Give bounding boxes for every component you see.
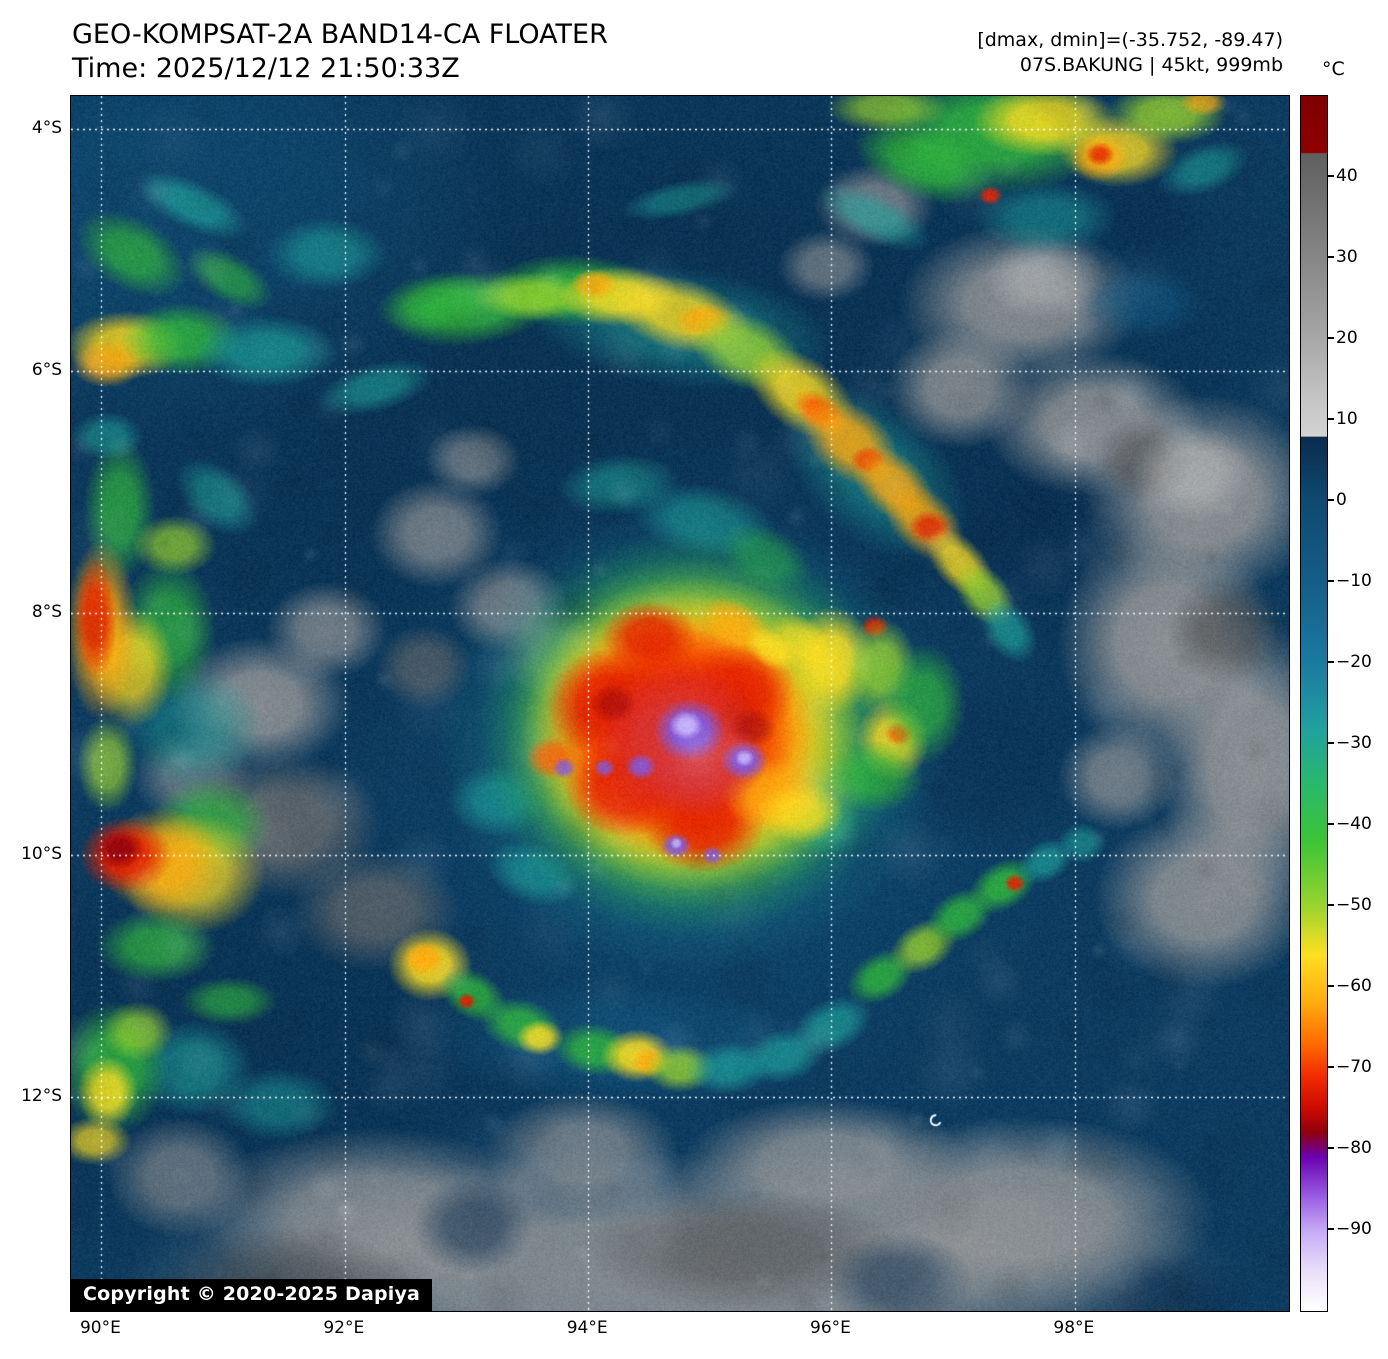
colorbar-tick-label: 40 [1336, 166, 1358, 186]
lat-tick-label: 8°S [31, 601, 62, 622]
colorbar-tick-mark [1327, 661, 1334, 663]
colorbar-tick-mark [1327, 418, 1334, 420]
timestamp: Time: 2025/12/12 21:50:33Z [72, 53, 460, 84]
colorbar-tick-mark [1327, 823, 1334, 825]
colorbar-tick-label: 0 [1336, 490, 1347, 510]
storm-readout: [dmax, dmin]=(-35.752, -89.47) 07S.BAKUN… [977, 28, 1283, 78]
colorbar-tick-label: −20 [1336, 652, 1372, 672]
lon-tick-label: 90°E [79, 1318, 121, 1338]
lat-tick-label: 10°S [21, 843, 62, 864]
colorbar-tick-label: 30 [1336, 247, 1358, 267]
colorbar [1300, 95, 1328, 1312]
storm-info: 07S.BAKUNG | 45kt, 999mb [1019, 54, 1283, 76]
lon-tick-label: 98°E [1053, 1318, 1095, 1338]
colorbar-tick-mark [1327, 337, 1334, 339]
lat-tick-label: 4°S [31, 117, 62, 138]
colorbar-tick-label: −80 [1336, 1138, 1372, 1158]
colorbar-tick-mark [1327, 175, 1334, 177]
colorbar-tick-mark [1327, 256, 1334, 258]
colorbar-tick-mark [1327, 1228, 1334, 1230]
colorbar-tick-mark [1327, 580, 1334, 582]
dmax-dmin-readout: [dmax, dmin]=(-35.752, -89.47) [977, 29, 1283, 51]
lon-tick-label: 96°E [810, 1318, 851, 1338]
temperature-unit-label: °C [1322, 58, 1345, 80]
lat-tick-label: 12°S [21, 1085, 62, 1106]
product-title: GEO-KOMPSAT-2A BAND14-CA FLOATER [72, 19, 608, 50]
lat-tick-label: 6°S [31, 359, 62, 380]
colorbar-tick-label: 20 [1336, 328, 1358, 348]
colorbar-tick-mark [1327, 904, 1334, 906]
copyright-badge: Copyright © 2020-2025 Dapiya [71, 1279, 433, 1311]
colorbar-tick-mark [1327, 499, 1334, 501]
colorbar-tick-label: −90 [1336, 1219, 1372, 1239]
colorbar-tick-label: −30 [1336, 733, 1372, 753]
colorbar-tick-mark [1327, 742, 1334, 744]
colorbar-tick-label: −60 [1336, 976, 1372, 996]
colorbar-tick-label: −50 [1336, 895, 1372, 915]
colorbar-tick-label: −10 [1336, 571, 1372, 591]
lon-tick-label: 94°E [566, 1318, 608, 1338]
colorbar-tick-mark [1327, 1147, 1334, 1149]
header: GEO-KOMPSAT-2A BAND14-CA FLOATER Time: 2… [72, 18, 608, 86]
colorbar-tick-label: −40 [1336, 814, 1372, 834]
colorbar-tick-mark [1327, 1066, 1334, 1068]
lon-tick-label: 92°E [323, 1318, 365, 1338]
colorbar-tick-label: 10 [1336, 409, 1358, 429]
satellite-map-canvas [71, 96, 1289, 1311]
colorbar-tick-mark [1327, 985, 1334, 987]
colorbar-tick-label: −70 [1336, 1057, 1372, 1077]
map-frame: Copyright © 2020-2025 Dapiya [70, 95, 1290, 1312]
